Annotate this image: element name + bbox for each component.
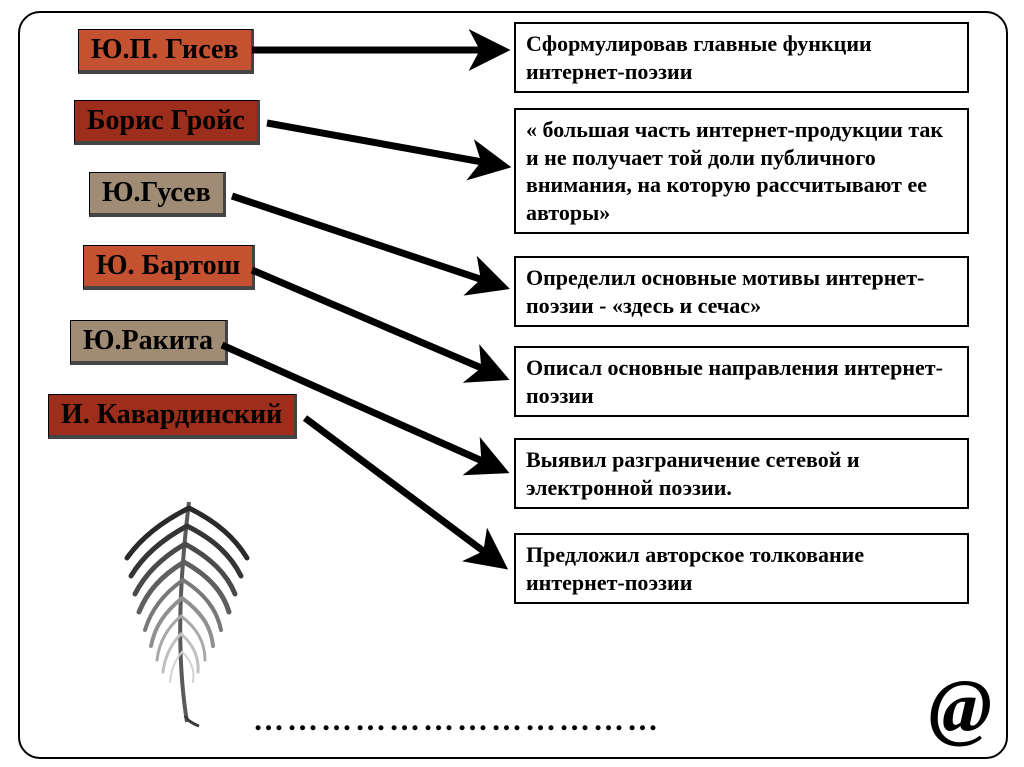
- arrow-1: [267, 123, 499, 165]
- dotted-line: ………………………………: [253, 702, 1013, 738]
- arrow-2: [232, 196, 498, 285]
- at-symbol: @: [929, 664, 992, 751]
- arrow-5: [305, 418, 498, 562]
- arrow-3: [252, 270, 498, 375]
- feather-icon: [105, 498, 265, 728]
- arrow-4: [222, 345, 498, 468]
